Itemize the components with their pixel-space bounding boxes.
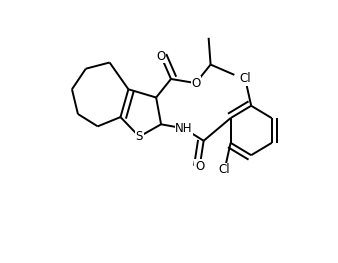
Text: O: O [156, 50, 166, 63]
Text: O: O [195, 160, 204, 173]
Text: O: O [191, 77, 200, 90]
Text: NH: NH [175, 122, 193, 135]
Text: Cl: Cl [219, 163, 231, 176]
Text: S: S [136, 130, 143, 143]
Text: Cl: Cl [239, 73, 251, 85]
